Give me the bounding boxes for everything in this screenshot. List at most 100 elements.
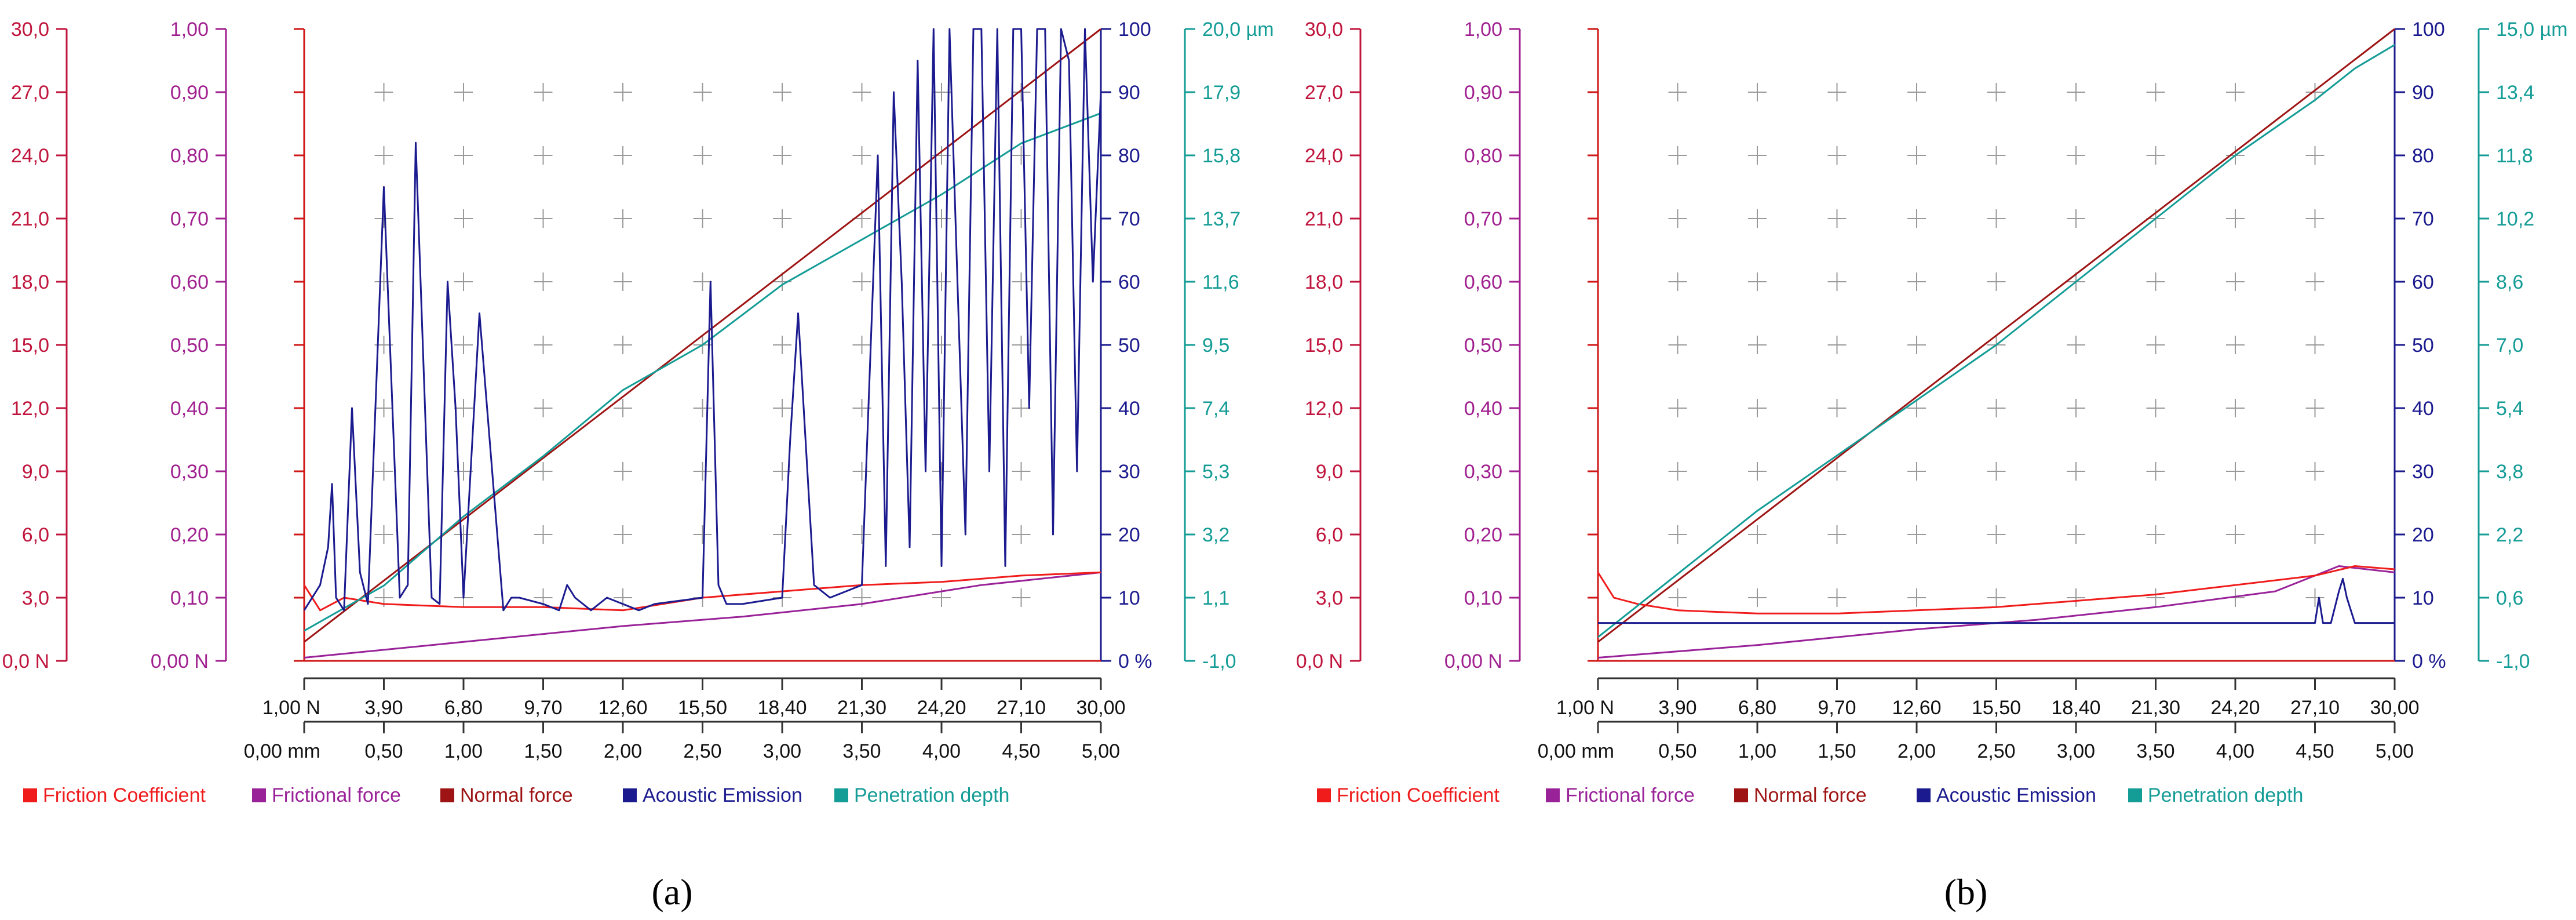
tick-label: 10	[2412, 587, 2434, 609]
tick-label: 4,00	[922, 740, 961, 762]
tick-label: 0,50	[170, 334, 209, 357]
legend-label: Normal force	[1754, 784, 1867, 806]
tick-label: 24,0	[11, 145, 49, 167]
axis-distance_axis: 0,00 mm 0,50 1,00 1,50 2,00 2,50 3,00 3,50 4,00 4…	[1538, 721, 2414, 762]
legend-label: Friction Coefficient	[43, 784, 206, 806]
tick-label: 0,50	[1658, 740, 1696, 762]
tick-label: 3,00	[763, 740, 801, 762]
legend-swatch	[623, 788, 637, 802]
tick-label: 20	[2412, 524, 2434, 546]
tick-label: 50	[2412, 334, 2434, 357]
tick-label: 30,00	[1076, 697, 1125, 719]
tick-label: 4,00	[2216, 740, 2254, 762]
tick-label: 0,00 mm	[1538, 740, 1614, 762]
tick-label: 0,20	[170, 524, 209, 546]
tick-label: 80	[1118, 145, 1140, 167]
tick-label: 3,00	[2057, 740, 2095, 762]
tick-label: 1,50	[1818, 740, 1856, 762]
axis-frictional_force: 0,0 N 3,0 6,0 9,0 12,0 15,0 18,0 21,0 24,0 27,0 30…	[1296, 19, 1362, 672]
tick-label: 24,20	[2210, 697, 2260, 719]
legend-swatch	[2128, 788, 2142, 802]
tick-label: -1,0	[2496, 650, 2530, 672]
legend-swatch	[252, 788, 266, 802]
panel-label: (b)	[1944, 871, 1988, 912]
tick-label: 60	[1118, 271, 1140, 293]
tick-label: 18,40	[757, 697, 807, 719]
tick-label: 1,50	[524, 740, 562, 762]
tick-label: 0,60	[170, 271, 209, 293]
tick-label: 9,5	[1202, 334, 1229, 357]
tick-label: 0,90	[1464, 82, 1502, 104]
series-penetration-depth	[1597, 44, 2395, 638]
tick-label: 1,00	[1738, 740, 1776, 762]
series-frictional-force	[1597, 565, 2395, 659]
tick-label: 70	[2412, 208, 2434, 230]
tick-label: 12,60	[598, 697, 647, 719]
series-normal-force	[1597, 28, 2395, 643]
tick-label: 12,60	[1892, 697, 1941, 719]
tick-label: 15,50	[678, 697, 727, 719]
legend-label: Penetration depth	[2148, 784, 2303, 806]
tick-label: 0,6	[2496, 587, 2523, 609]
tick-label: 0,80	[170, 145, 209, 167]
tick-label: -1,0	[1202, 650, 1236, 672]
legend-label: Acoustic Emission	[643, 784, 802, 806]
tick-label: 2,00	[604, 740, 642, 762]
tick-label: 6,80	[1738, 697, 1776, 719]
tick-label: 3,50	[2136, 740, 2174, 762]
tick-label: 10	[1118, 587, 1140, 609]
legend-swatch	[834, 788, 848, 802]
tick-label: 2,50	[1977, 740, 2015, 762]
series-acoustic-emission	[1598, 577, 2395, 624]
tick-label: 30,0	[1305, 19, 1343, 41]
tick-label: 21,0	[11, 208, 49, 230]
tick-label: 9,70	[1818, 697, 1856, 719]
tick-label: 30	[1118, 461, 1140, 483]
tick-label: 0,00 N	[151, 650, 209, 672]
axis-frictional_force: 0,0 N 3,0 6,0 9,0 12,0 15,0 18,0 21,0 24,0 27,0 30…	[2, 19, 68, 672]
tick-label: 11,6	[1202, 271, 1239, 293]
tick-label: 1,00 N	[1556, 697, 1614, 719]
tick-label: 40	[1118, 398, 1140, 420]
tick-label: 1,00	[444, 740, 483, 762]
tick-label: 30,00	[2370, 697, 2419, 719]
tick-label: 7,0	[2496, 334, 2523, 357]
tick-label: 21,30	[837, 697, 886, 719]
tick-label: 5,00	[2376, 740, 2414, 762]
tick-label: 0,60	[1464, 271, 1502, 293]
axis-friction_coefficient: 0,00 N 0,10 0,20 0,30 0,40 0,50 0,60 0,70 0,80 0,…	[1444, 19, 1521, 672]
tick-label: 0,30	[1464, 461, 1502, 483]
tick-label: 18,0	[1305, 271, 1343, 293]
tick-label: 0,80	[1464, 145, 1502, 167]
tick-label: 100	[2412, 19, 2445, 41]
axis-penetration_depth: -1,0 1,1 3,2 5,3 7,4 9,5 11,6 13,7 15,8 17,9 20,0 …	[1184, 19, 1274, 672]
legend-label: Acoustic Emission	[1936, 784, 2096, 806]
tick-label: 0,70	[1464, 208, 1502, 230]
tick-label: 1,00	[170, 19, 209, 41]
tick-label: 2,2	[2496, 524, 2523, 546]
tick-label: 9,70	[524, 697, 562, 719]
tick-label: 0,70	[170, 208, 209, 230]
tick-label: 8,6	[2496, 271, 2523, 293]
tick-label: 27,10	[2290, 697, 2340, 719]
axis-acoustic_emission: 0 % 10 20 30 40 50 60 70 80 90 100	[2393, 19, 2446, 672]
tick-label: 60	[2412, 271, 2434, 293]
tick-label: 3,8	[2496, 461, 2523, 483]
axis-load_axis: 1,00 N 3,90 6,80 9,70 12,60 15,50 18,40 21,30 24…	[262, 677, 1126, 719]
tick-label: 1,00 N	[262, 697, 320, 719]
tick-label: 27,0	[11, 82, 49, 104]
tick-label: 0,20	[1464, 524, 1502, 546]
tick-label: 12,0	[11, 398, 49, 420]
series-friction-coefficient	[1597, 565, 2395, 614]
tick-label: 10,2	[2496, 208, 2534, 230]
tick-label: 24,20	[917, 697, 966, 719]
tick-label: 21,30	[2131, 697, 2180, 719]
tick-label: 21,0	[1305, 208, 1343, 230]
legend-label: Frictional force	[272, 784, 401, 806]
axis-distance_axis: 0,00 mm 0,50 1,00 1,50 2,00 2,50 3,00 3,50 4,00 4…	[244, 721, 1120, 762]
legend-label: Normal force	[460, 784, 573, 806]
legend-label: Friction Coefficient	[1337, 784, 1499, 806]
tick-label: 0,40	[170, 398, 209, 420]
tick-label: 17,9	[1202, 82, 1240, 104]
tick-label: 1,1	[1202, 587, 1229, 609]
